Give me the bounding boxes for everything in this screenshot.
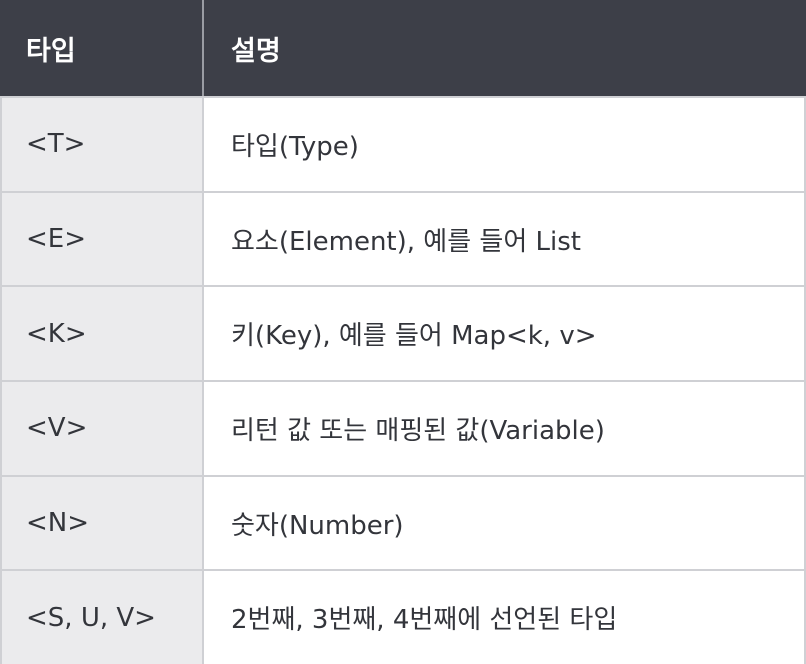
table-row: <E> 요소(Element), 예를 들어 List: [0, 190, 806, 286]
table-row: <V> 리턴 값 또는 매핑된 값(Variable): [0, 380, 806, 475]
header-description: 설명: [231, 35, 281, 67]
header-type: 타입: [0, 0, 204, 96]
type-cell: <N>: [0, 476, 204, 570]
table-header-row: 타입 설명: [0, 0, 806, 96]
table-row: <T> 타입(Type): [0, 96, 806, 191]
table-row: <N> 숫자(Number): [0, 474, 806, 570]
type-cell: <V>: [0, 382, 204, 475]
description-cell: 2번째, 3번째, 4번째에 선언된 타입: [204, 571, 806, 664]
type-cell: <K>: [0, 287, 204, 381]
description-cell: 키(Key), 예를 들어 Map<k, v>: [204, 287, 806, 381]
type-cell: <T>: [0, 98, 204, 191]
table-row: <S, U, V> 2번째, 3번째, 4번째에 선언된 타입: [0, 569, 806, 664]
description-cell: 요소(Element), 예를 들어 List: [204, 192, 806, 286]
table-right-border: [804, 96, 806, 664]
description-cell: 리턴 값 또는 매핑된 값(Variable): [204, 382, 806, 475]
table-left-border: [0, 96, 2, 664]
description-cell: 숫자(Number): [204, 476, 806, 570]
type-cell: <E>: [0, 192, 204, 286]
table-row: <K> 키(Key), 예를 들어 Map<k, v>: [0, 285, 806, 381]
description-cell: 타입(Type): [204, 98, 806, 191]
type-cell: <S, U, V>: [0, 571, 204, 664]
